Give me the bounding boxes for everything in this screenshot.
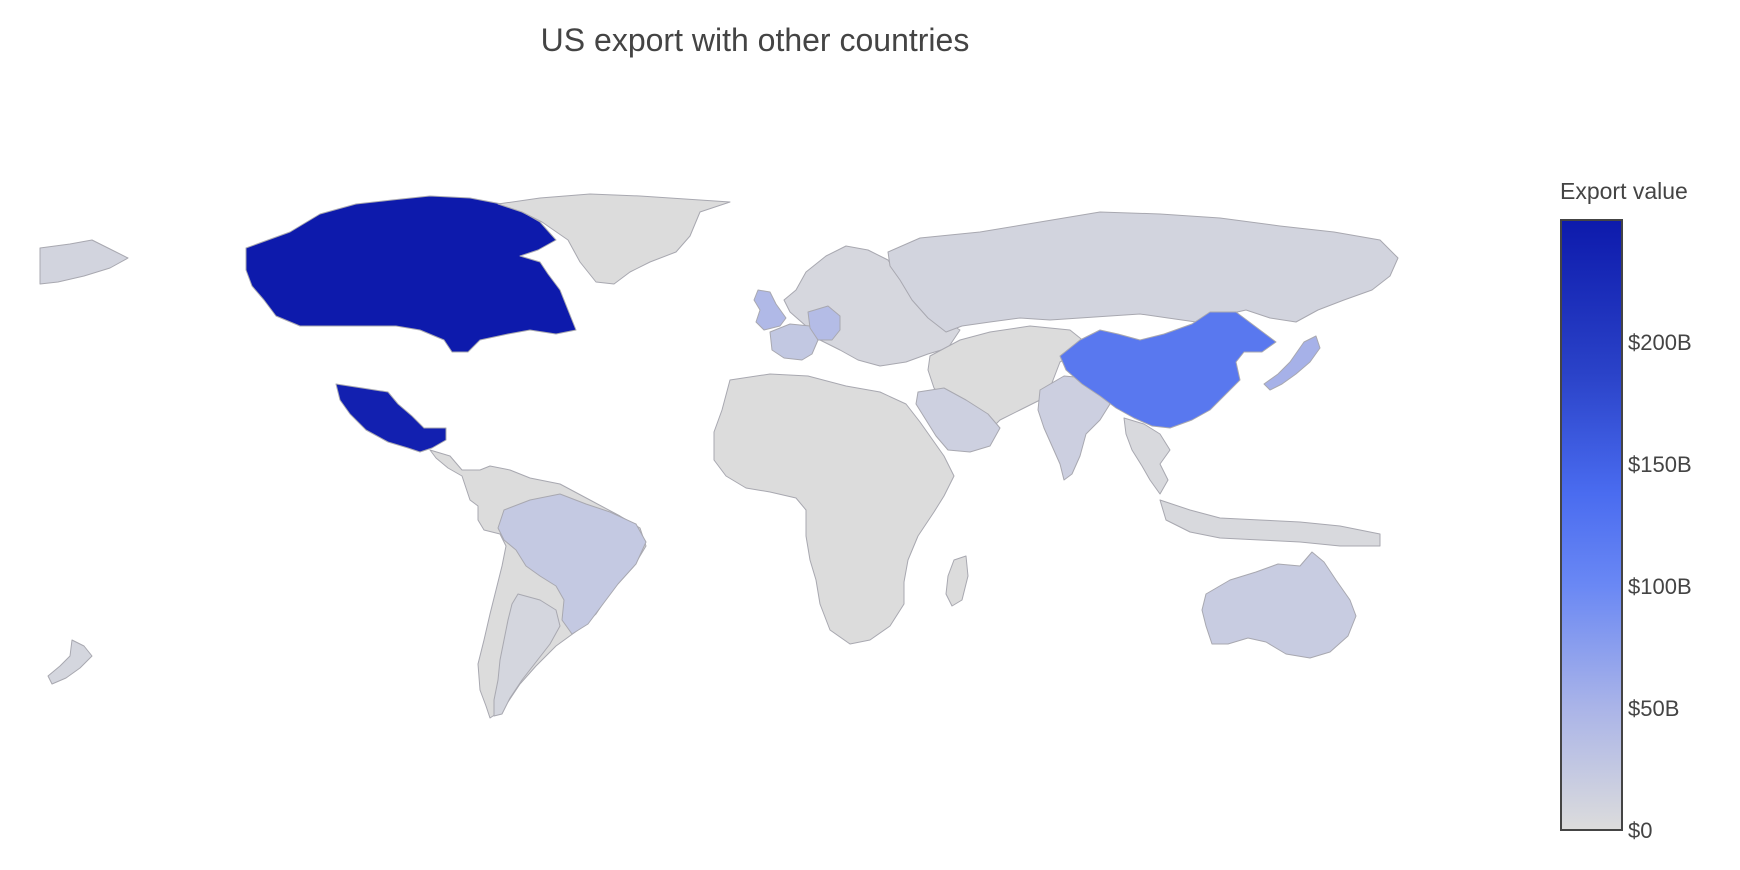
country-france[interactable] (769, 323, 819, 361)
country-indonesia[interactable] (1159, 499, 1381, 547)
country-greenland[interactable] (497, 193, 731, 285)
colorbar-tick-label: $150B (1628, 452, 1692, 477)
country-southeast-asia[interactable] (1123, 417, 1171, 495)
map-title: US export with other countries (540, 22, 970, 58)
colorbar-tick-label: $100B (1628, 574, 1692, 599)
country-germany[interactable] (807, 305, 841, 341)
country-africa[interactable] (713, 373, 955, 645)
country-russia[interactable] (887, 211, 1399, 333)
country-new-zealand[interactable] (47, 639, 93, 685)
country-canada[interactable] (245, 195, 577, 353)
country-china[interactable] (1059, 311, 1277, 429)
country-australia[interactable] (1201, 551, 1357, 659)
colorbar-tick-label: $50B (1628, 696, 1679, 721)
colorbar-ticks: $0 $50B $100B $150B $200B (1628, 330, 1692, 843)
country-japan[interactable] (1263, 335, 1321, 391)
land-layer (39, 193, 1399, 719)
country-mexico[interactable] (335, 383, 447, 453)
country-brazil[interactable] (497, 493, 647, 635)
legend-title: Export value (1560, 178, 1688, 204)
colorbar-tick-label: $200B (1628, 330, 1692, 355)
country-argentina[interactable] (493, 593, 561, 717)
country-saudi-arabia[interactable] (915, 387, 1001, 453)
colorbar-gradient (1560, 219, 1623, 831)
colorbar-tick-label: $0 (1628, 818, 1652, 843)
colorbar-legend: Export value $0 $50B $100B $150B $200B (1560, 178, 1692, 843)
country-united-kingdom[interactable] (753, 289, 787, 331)
country-alaska[interactable] (39, 239, 129, 285)
country-madagascar[interactable] (945, 555, 969, 607)
